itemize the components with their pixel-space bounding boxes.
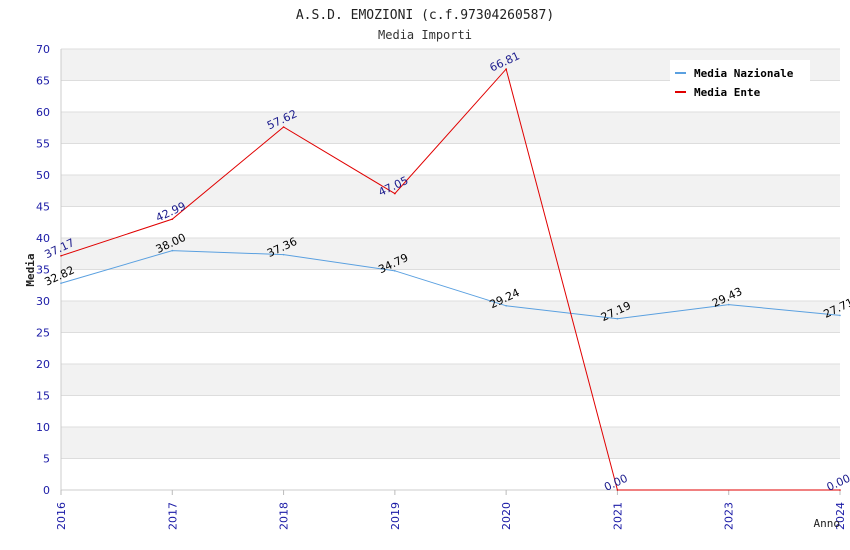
series [60, 68, 841, 491]
y-tick-label: 55 [36, 138, 50, 151]
y-tick-label: 35 [36, 264, 50, 277]
data-point [171, 218, 174, 220]
data-point [60, 282, 62, 285]
y-tick-label: 15 [36, 390, 50, 403]
data-point [505, 68, 507, 70]
y-tick-label: 70 [36, 43, 50, 56]
tick-labels: 0 5 10 15 20 25 30 35 40 45 50 55 60 65 70 2016 2017 2018… [36, 43, 847, 530]
legend-entry: Media Ente [694, 86, 761, 99]
legend: Media Nazionale Media Ente [670, 60, 810, 102]
grid-band [61, 364, 840, 396]
data-point [839, 314, 841, 317]
legend-box [670, 60, 810, 102]
y-tick-label: 0 [43, 484, 50, 497]
grid-band [61, 238, 840, 270]
data-point [282, 126, 285, 128]
grid-band [61, 175, 840, 207]
x-tick-label: 2019 [389, 502, 402, 530]
x-tick-label: 2017 [166, 502, 179, 530]
chart-title: A.S.D. EMOZIONI (c.f.97304260587) [296, 8, 554, 23]
grid-band [61, 112, 840, 144]
y-tick-label: 50 [36, 169, 50, 182]
data-point [282, 253, 285, 256]
x-tick-label: 2018 [278, 502, 291, 530]
data-point [394, 270, 396, 272]
y-tick-label: 5 [43, 453, 50, 466]
data-point [616, 317, 619, 320]
x-tick-label: 2020 [500, 502, 513, 530]
grid-band [61, 301, 840, 333]
y-tick-label: 45 [36, 201, 50, 214]
x-axis-label: Anno [814, 517, 841, 530]
y-tick-label: 20 [36, 358, 50, 371]
data-point [171, 249, 174, 252]
y-tick-label: 65 [36, 75, 50, 88]
data-point [839, 489, 841, 491]
y-tick-label: 25 [36, 327, 50, 340]
x-tick-label: 2023 [723, 502, 736, 530]
y-tick-label: 60 [36, 106, 50, 119]
y-tick-label: 40 [36, 232, 50, 245]
x-tick-label: 2016 [55, 502, 68, 530]
legend-entry: Media Nazionale [694, 67, 794, 80]
y-tick-label: 10 [36, 421, 50, 434]
data-label: 0.00 [602, 472, 630, 494]
data-point [727, 303, 730, 306]
grid-bands [61, 49, 840, 459]
grid-band [61, 427, 840, 459]
chart-subtitle: Media Importi [378, 28, 472, 42]
y-tick-label: 30 [36, 295, 50, 308]
data-label: 0.00 [825, 472, 850, 494]
data-point [616, 489, 619, 491]
data-point [394, 192, 396, 195]
series-line [60, 250, 841, 320]
data-point [60, 255, 62, 257]
data-point [505, 304, 507, 307]
y-axis-label: Media [24, 253, 37, 286]
x-tick-label: 2024 [834, 502, 847, 530]
x-tick-label: 2021 [611, 502, 624, 530]
